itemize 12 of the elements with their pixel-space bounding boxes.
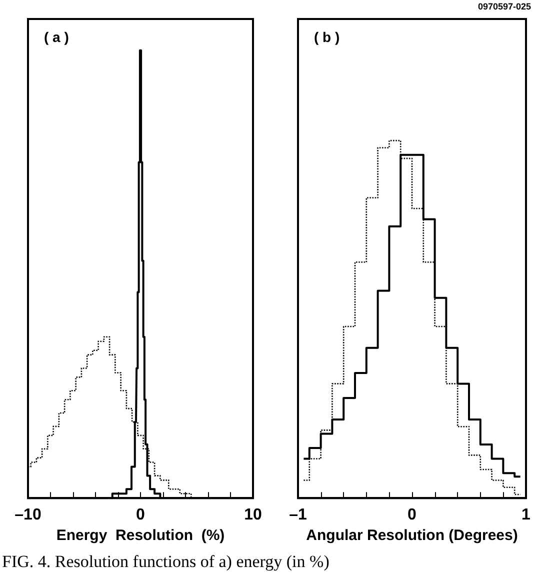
x-axis-title: Energy Resolution (%) xyxy=(56,527,225,544)
caption: FIG. 4. Resolution functions of a) energy (in %) xyxy=(2,552,330,572)
x-tick-label: 1 xyxy=(522,506,531,524)
x-axis-title: Angular Resolution (Degrees) xyxy=(306,527,518,544)
x-tick-label: –10 xyxy=(14,506,42,524)
text: 0970597-025 xyxy=(478,2,532,12)
text: ( a ) xyxy=(44,29,69,45)
x-tick-label: 0 xyxy=(408,506,417,524)
text: ( b ) xyxy=(314,29,340,45)
x-tick-label: 10 xyxy=(244,506,262,524)
x-tick-label: –1 xyxy=(289,506,307,524)
x-tick-label: 0 xyxy=(136,506,146,524)
